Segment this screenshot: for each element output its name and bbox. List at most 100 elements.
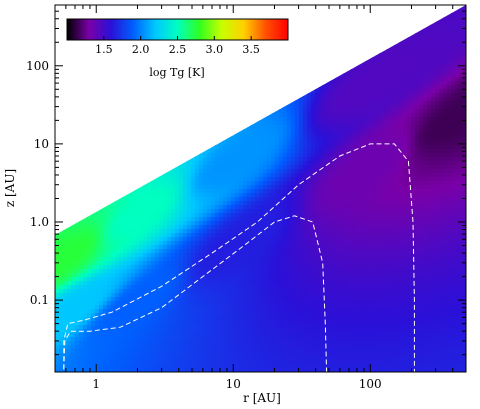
heat-cell	[171, 369, 176, 372]
heat-cell	[167, 357, 172, 362]
heat-cell	[207, 233, 212, 238]
heat-cell	[255, 313, 260, 318]
heat-cell	[79, 321, 84, 326]
heat-cell	[179, 237, 184, 242]
heat-cell	[119, 341, 124, 346]
heat-cell	[247, 189, 252, 194]
heat-cell	[215, 193, 220, 198]
heat-cell	[251, 173, 256, 178]
heat-cell	[83, 293, 88, 298]
heat-cell	[155, 269, 160, 274]
heat-cell	[203, 357, 208, 362]
heat-cell	[103, 261, 108, 266]
heat-cell	[171, 205, 176, 210]
heat-cell	[87, 365, 92, 370]
heat-cell	[67, 349, 72, 354]
heat-cell	[251, 133, 256, 138]
heat-cell	[107, 245, 112, 250]
heat-cell	[243, 209, 248, 214]
heat-cell	[239, 237, 244, 242]
heat-cell	[231, 193, 236, 198]
heat-cell	[55, 249, 60, 254]
heat-cell	[143, 289, 148, 294]
heat-cell	[139, 209, 144, 214]
heat-cell	[251, 125, 256, 130]
heat-cell	[183, 313, 188, 318]
heat-cell	[219, 305, 224, 310]
heat-cell	[159, 329, 164, 334]
heat-cell	[255, 269, 260, 274]
heat-cell	[163, 173, 168, 178]
heat-cell	[91, 273, 96, 278]
heat-cell	[115, 241, 120, 246]
heat-cell	[251, 249, 256, 254]
heat-cell	[183, 285, 188, 290]
heat-cell	[111, 349, 116, 354]
heat-cell	[91, 357, 96, 362]
heat-cell	[211, 281, 216, 286]
heat-cell	[235, 365, 240, 370]
heat-cell	[191, 317, 196, 322]
heat-cell	[87, 265, 92, 270]
heat-cell	[71, 357, 76, 362]
heat-cell	[55, 317, 60, 322]
heat-cell	[147, 293, 152, 298]
heat-cell	[119, 329, 124, 334]
heat-cell	[135, 249, 140, 254]
heat-cell	[115, 365, 120, 370]
heat-cell	[91, 301, 96, 306]
heat-cell	[115, 261, 120, 266]
heat-cell	[215, 369, 220, 372]
heat-cell	[147, 289, 152, 294]
heat-cell	[223, 353, 228, 358]
heat-cell	[107, 301, 112, 306]
heat-cell	[63, 325, 68, 330]
heat-cell	[111, 209, 116, 214]
heat-cell	[223, 161, 228, 166]
heat-cell	[263, 285, 268, 290]
heat-cell	[55, 277, 60, 282]
heat-cell	[255, 177, 260, 182]
heat-cell	[115, 329, 120, 334]
heat-cell	[239, 253, 244, 258]
heat-cell	[203, 197, 208, 202]
heat-cell	[259, 261, 264, 266]
heat-cell	[219, 249, 224, 254]
heat-cell	[55, 337, 60, 342]
heat-cell	[199, 153, 204, 158]
heat-cell	[139, 329, 144, 334]
heat-cell	[131, 313, 136, 318]
heat-cell	[127, 225, 132, 230]
heat-cell	[131, 237, 136, 242]
heat-cell	[179, 193, 184, 198]
heat-cell	[159, 285, 164, 290]
heat-cell	[103, 229, 108, 234]
heat-cell	[187, 337, 192, 342]
heat-cell	[151, 213, 156, 218]
heat-cell	[187, 205, 192, 210]
heat-cell	[111, 365, 116, 370]
heat-cell	[235, 293, 240, 298]
heat-cell	[79, 285, 84, 290]
heat-cell	[255, 241, 260, 246]
heat-cell	[219, 205, 224, 210]
heat-cell	[251, 177, 256, 182]
heat-cell	[211, 205, 216, 210]
heat-cell	[179, 197, 184, 202]
heat-cell	[135, 337, 140, 342]
heat-cell	[223, 153, 228, 158]
heat-cell	[227, 257, 232, 262]
heat-cell	[255, 261, 260, 266]
heat-cell	[251, 365, 256, 370]
heat-cell	[119, 349, 124, 354]
heat-cell	[87, 333, 92, 338]
heat-cell	[219, 177, 224, 182]
heat-cell	[127, 253, 132, 258]
heat-cell	[251, 149, 256, 154]
heat-cell	[239, 277, 244, 282]
heat-cell	[239, 329, 244, 334]
heat-cell	[175, 341, 180, 346]
heat-cell	[243, 305, 248, 310]
heat-cell	[175, 257, 180, 262]
heat-cell	[199, 245, 204, 250]
